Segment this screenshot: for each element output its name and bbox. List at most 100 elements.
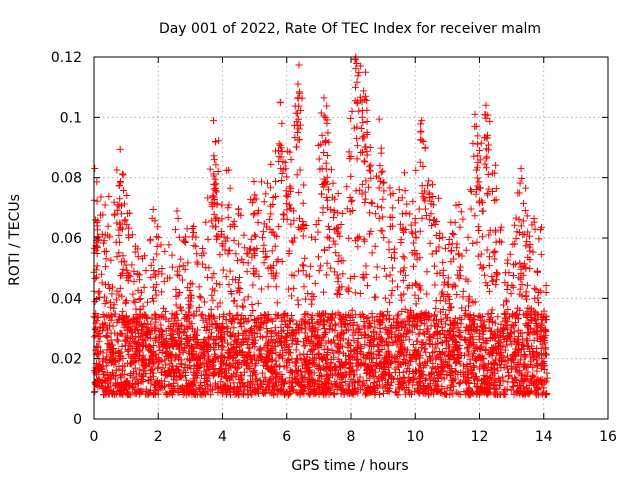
data-point [517,275,525,283]
data-point [92,310,100,318]
data-point [188,346,196,354]
data-point [423,211,431,219]
data-point [406,210,414,218]
data-point [269,201,277,209]
data-point [431,216,439,224]
data-point [457,334,465,342]
data-point [417,127,425,135]
data-point [352,65,360,73]
data-point [512,234,520,242]
data-point [308,345,316,353]
data-point [435,243,443,251]
data-point [173,207,181,215]
data-point [150,382,158,390]
data-point [385,246,393,254]
data-point [503,286,511,294]
data-point [414,330,422,338]
data-point [348,307,356,315]
data-point [223,234,231,242]
data-point [458,304,466,312]
data-point [382,272,390,280]
data-point [131,364,139,372]
data-point [167,351,175,359]
data-point [215,137,223,145]
data-point [360,331,368,339]
data-point [203,318,211,326]
data-point [152,286,160,294]
data-point [251,191,259,199]
data-point [314,253,322,261]
data-point [262,384,270,392]
data-point [282,187,290,195]
data-point [511,221,519,229]
data-point [479,233,487,241]
data-point [214,303,222,311]
data-point [307,262,315,270]
data-point [412,300,420,308]
data-point [425,315,433,323]
data-point [353,366,361,374]
data-point [126,273,134,281]
data-point [521,353,529,361]
data-point [385,364,393,372]
data-point [538,223,546,231]
data-point [447,218,455,226]
data-point [154,233,162,241]
data-point [423,290,431,298]
data-point [234,383,242,391]
data-point [116,372,124,380]
data-point [135,357,143,365]
data-point [484,388,492,396]
data-point [439,362,447,370]
data-point [396,332,404,340]
data-point [391,331,399,339]
data-point [209,285,217,293]
data-point [252,336,260,344]
data-point [210,313,218,321]
data-point [534,323,542,331]
data-point [441,244,449,252]
data-point [346,380,354,388]
data-point [291,358,299,366]
data-point [327,322,335,330]
data-point [474,354,482,362]
data-point [521,207,529,215]
data-point [152,281,160,289]
data-point [336,232,344,240]
data-point [253,377,261,385]
data-point [255,357,263,365]
x-tick-label: 0 [90,429,99,445]
data-point [131,389,139,397]
data-point [214,371,222,379]
data-point [514,315,522,323]
data-point [346,353,354,361]
data-point [214,232,222,240]
data-point [353,59,361,67]
data-point [323,119,331,127]
data-point [142,341,150,349]
data-point [543,369,551,377]
data-point [489,277,497,285]
data-point [381,294,389,302]
data-point [310,369,318,377]
data-point [373,354,381,362]
data-point [411,291,419,299]
data-point [343,205,351,213]
data-point [339,257,347,265]
data-point [232,250,240,258]
data-point [110,353,118,361]
data-point [355,233,363,241]
data-point [432,353,440,361]
data-point [397,319,405,327]
data-point [492,228,500,236]
data-point [541,361,549,369]
data-point [224,325,232,333]
data-point [536,334,544,342]
data-point [116,284,124,292]
data-point [380,234,388,242]
data-point [206,165,214,173]
data-point [433,327,441,335]
data-point [461,335,469,343]
data-point [451,368,459,376]
